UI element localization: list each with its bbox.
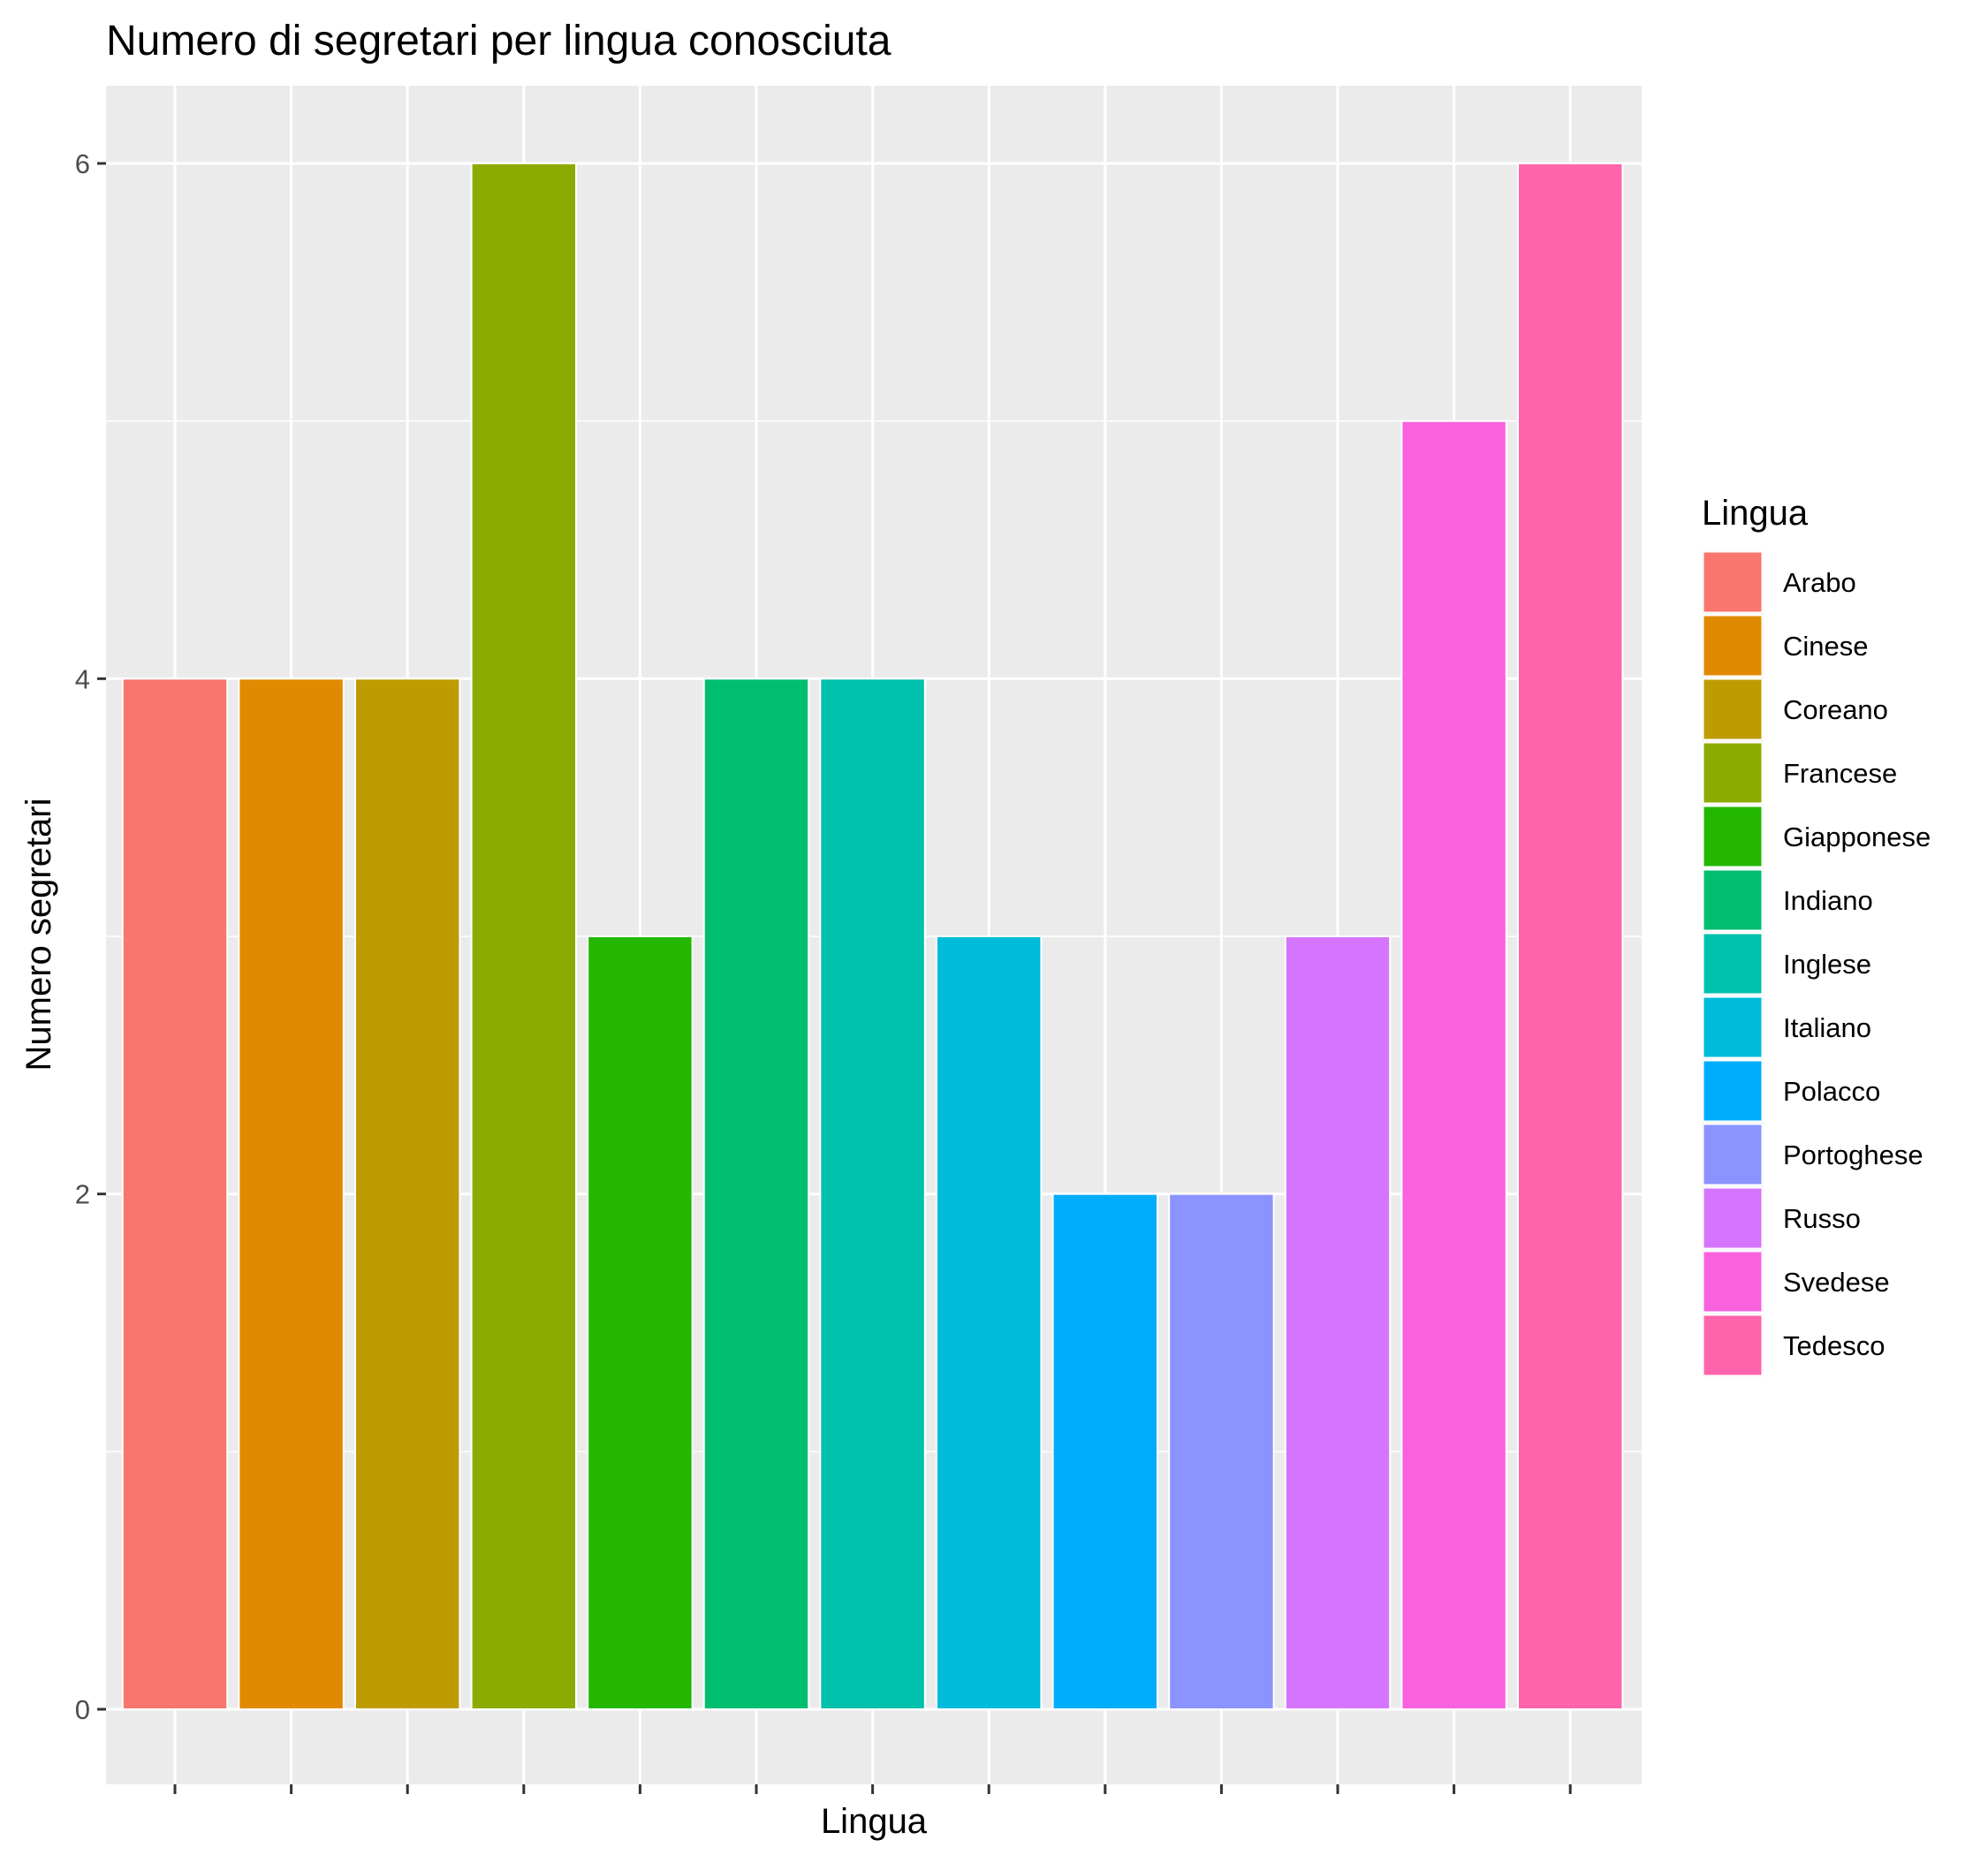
y-tick-label: 2 [75, 1179, 90, 1210]
legend-title: Lingua [1702, 494, 1809, 533]
bar-cinese [238, 678, 345, 1710]
legend-swatch-italiano [1702, 996, 1764, 1059]
legend-label: Italiano [1783, 1012, 1871, 1043]
legend-swatch-francese [1702, 741, 1764, 805]
legend-label: Inglese [1783, 949, 1871, 980]
legend-swatch-polacco [1702, 1059, 1764, 1123]
legend-swatch-russo [1702, 1186, 1764, 1250]
chart-title: Numero di segretari per lingua conosciut… [106, 18, 892, 64]
legend-swatch-portoghese [1702, 1123, 1764, 1186]
legend-items: Arabo Cinese Coreano Francese Giapponese Indi… [1702, 550, 1931, 1377]
legend-label: Svedese [1783, 1267, 1890, 1298]
y-tick-label: 0 [75, 1694, 90, 1725]
legend-swatch-svedese [1702, 1250, 1764, 1314]
bar-arabo [121, 678, 229, 1710]
x-axis-title: Lingua [821, 1802, 928, 1841]
bar-portoghese [1168, 1192, 1275, 1710]
bar-russo [1284, 935, 1392, 1710]
bar-inglese [819, 678, 926, 1710]
legend-swatch-inglese [1702, 932, 1764, 996]
legend-swatch-tedesco [1702, 1314, 1764, 1377]
legend: Lingua Arabo Cinese Coreano Francese Giappon… [1702, 494, 1931, 1377]
y-tick-label: 4 [75, 663, 90, 694]
bars [121, 163, 1624, 1711]
legend-label: Coreano [1783, 694, 1888, 725]
legend-label: Arabo [1783, 567, 1856, 598]
legend-label: Russo [1783, 1203, 1861, 1234]
legend-label: Cinese [1783, 631, 1869, 662]
legend-swatch-cinese [1702, 614, 1764, 678]
bar-italiano [935, 935, 1043, 1710]
y-axis-title: Numero segretari [19, 798, 58, 1071]
legend-label: Tedesco [1783, 1330, 1885, 1361]
legend-label: Francese [1783, 758, 1897, 789]
legend-swatch-indiano [1702, 868, 1764, 932]
bar-tedesco [1516, 163, 1624, 1710]
bar-coreano [353, 678, 461, 1710]
legend-swatch-arabo [1702, 550, 1764, 614]
bar-svedese [1400, 420, 1507, 1711]
x-axis [173, 1784, 1572, 1794]
y-axis: 0 2 4 6 [75, 148, 106, 1725]
legend-swatch-giapponese [1702, 805, 1764, 868]
legend-swatch-coreano [1702, 678, 1764, 741]
legend-label: Polacco [1783, 1076, 1880, 1107]
bar-francese [470, 163, 578, 1710]
y-tick-label: 6 [75, 148, 90, 179]
bar-polacco [1051, 1192, 1159, 1710]
bar-indiano [702, 678, 810, 1710]
bar-giapponese [587, 935, 694, 1710]
legend-label: Giapponese [1783, 822, 1931, 852]
legend-label: Indiano [1783, 885, 1873, 916]
legend-label: Portoghese [1783, 1140, 1924, 1170]
